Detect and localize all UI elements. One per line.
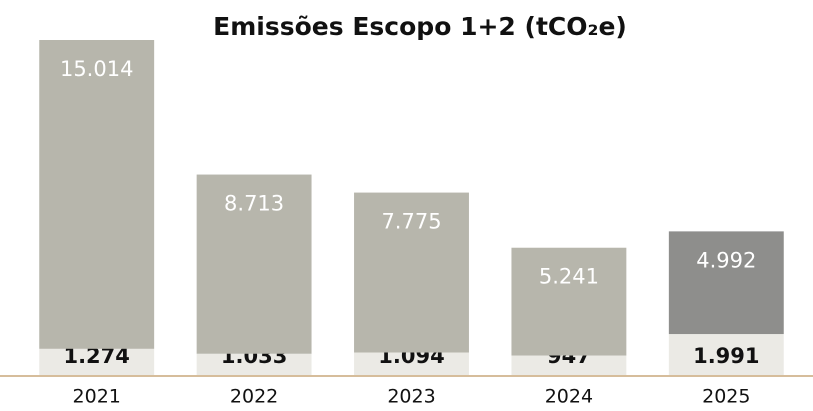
x-tick-label: 2024 (545, 386, 593, 408)
bar-segment (39, 348, 155, 375)
bar-segment (511, 355, 627, 375)
bar-segment (668, 231, 784, 335)
value-label: 15.014 (60, 57, 133, 81)
x-tick-label: 2021 (73, 386, 121, 408)
bar-segment (511, 247, 627, 356)
value-label: 4.992 (696, 248, 756, 272)
value-label: 5.241 (539, 265, 599, 289)
value-label: 7.775 (381, 210, 441, 234)
bar-segment (196, 353, 312, 375)
bar-segment (668, 334, 784, 375)
bar-segment (39, 40, 155, 349)
bar-segment (354, 352, 469, 375)
value-label: 8.713 (224, 192, 284, 216)
x-tick-label: 2023 (387, 386, 435, 408)
bar-segment (196, 174, 312, 354)
x-tick-label: 2025 (702, 386, 750, 408)
bar-segment (354, 192, 469, 353)
chart-title: Emissões Escopo 1+2 (tCO₂e) (213, 12, 627, 41)
x-tick-label: 2022 (230, 386, 278, 408)
value-label: 1.991 (693, 344, 759, 368)
